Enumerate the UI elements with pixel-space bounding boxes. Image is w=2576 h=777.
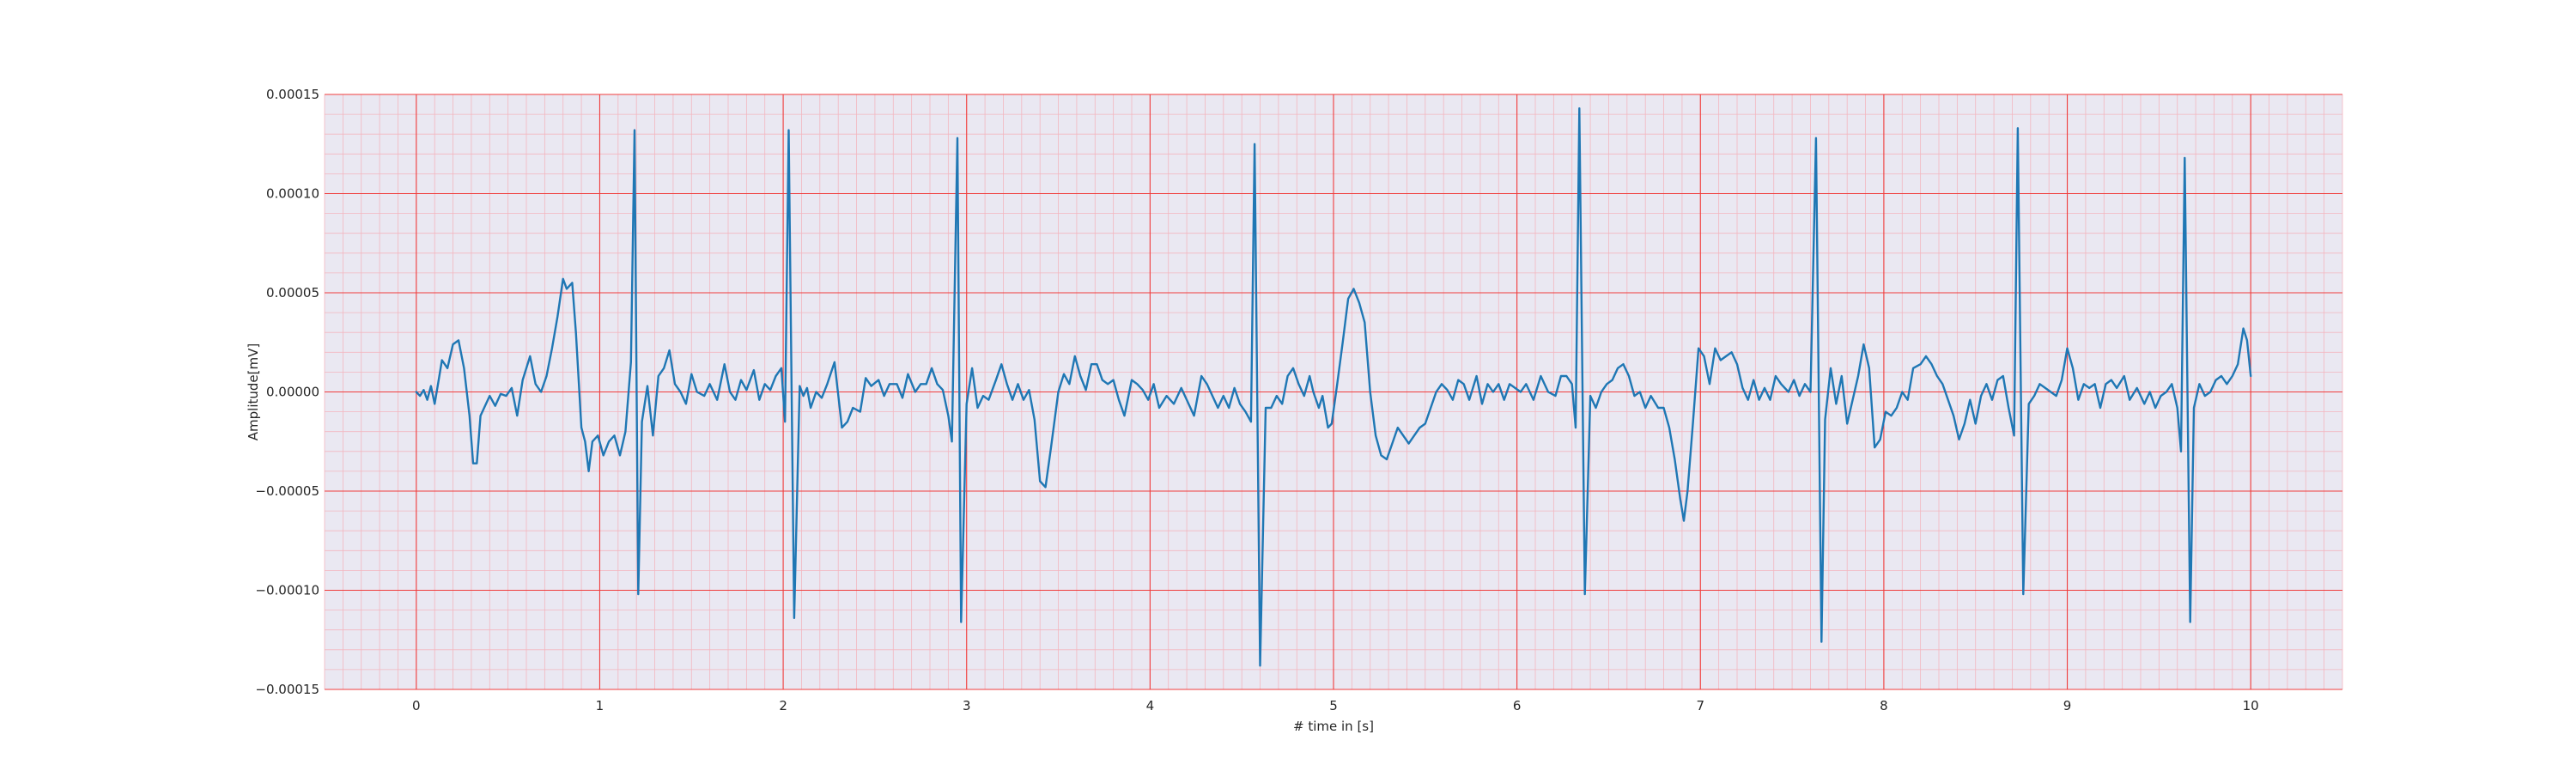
x-tick-label: 0 bbox=[412, 698, 421, 713]
y-tick-label: 0.00015 bbox=[266, 87, 319, 102]
y-tick-label: 0.00010 bbox=[266, 186, 319, 202]
x-tick-label: 9 bbox=[2063, 698, 2072, 713]
x-tick-label: 8 bbox=[1880, 698, 1888, 713]
y-tick-label: 0.00005 bbox=[266, 285, 319, 300]
x-tick-label: 2 bbox=[779, 698, 787, 713]
ecg-series-line bbox=[415, 107, 2252, 667]
x-tick-label: 6 bbox=[1513, 698, 1522, 713]
x-tick-label: 10 bbox=[2243, 698, 2259, 713]
x-tick-label: 3 bbox=[963, 698, 971, 713]
x-tick-label: 1 bbox=[596, 698, 605, 713]
y-axis-ticks: −0.00015 −0.00010 −0.00005 0.00000 0.00005 0.… bbox=[255, 87, 319, 697]
x-tick-label: 4 bbox=[1146, 698, 1155, 713]
x-axis-label: # time in [s] bbox=[1293, 719, 1374, 734]
x-axis-ticks: 0 1 2 3 4 5 6 7 8 9 10 bbox=[412, 698, 2259, 713]
series-layer bbox=[415, 107, 2252, 667]
y-tick-label: −0.00010 bbox=[255, 583, 319, 598]
y-tick-label: 0.00000 bbox=[266, 385, 319, 400]
y-tick-label: −0.00015 bbox=[255, 682, 319, 697]
x-tick-label: 7 bbox=[1696, 698, 1704, 713]
y-tick-label: −0.00005 bbox=[255, 483, 319, 499]
x-tick-label: 5 bbox=[1329, 698, 1338, 713]
y-axis-label: Amplitude[mV] bbox=[246, 343, 261, 440]
